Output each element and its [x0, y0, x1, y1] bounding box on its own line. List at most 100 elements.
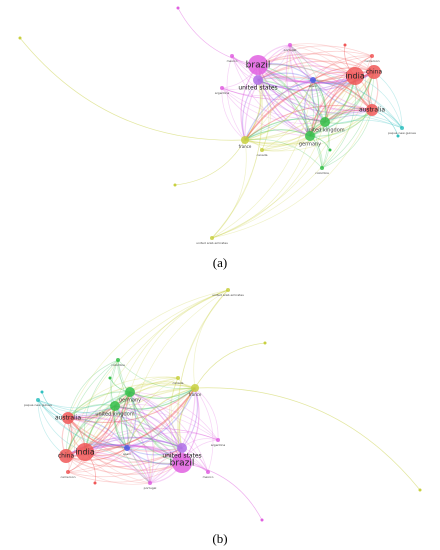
edge: [126, 431, 219, 449]
edge: [84, 377, 179, 453]
node-label: colombia: [111, 363, 125, 367]
node: [93, 481, 97, 485]
edge: [244, 129, 311, 141]
node-label: mexico: [203, 475, 214, 479]
node: [320, 117, 330, 127]
edge: [312, 79, 373, 111]
node: [263, 341, 267, 345]
node: [172, 453, 192, 473]
edge: [114, 405, 183, 449]
edge: [261, 75, 356, 151]
edge: [289, 44, 375, 74]
edge: [231, 55, 314, 83]
edge: [65, 391, 131, 457]
node-label: india: [345, 72, 365, 81]
edge: [176, 289, 229, 464]
edge: [257, 60, 375, 81]
edge: [67, 387, 196, 473]
node: [206, 470, 210, 474]
edge: [244, 75, 356, 141]
edge: [67, 417, 128, 449]
edge: [67, 414, 183, 449]
edge: [65, 454, 151, 484]
edge: [67, 391, 131, 419]
node: [328, 148, 332, 152]
node-label: colombia: [315, 171, 329, 175]
node-label: united kingdom: [95, 412, 134, 418]
edge: [244, 44, 291, 141]
node: [367, 65, 381, 79]
node: [62, 412, 74, 424]
node-label: united arab emirates: [212, 293, 244, 297]
edge: [67, 417, 128, 449]
edge: [244, 105, 373, 141]
edge: [67, 416, 183, 464]
edge: [211, 121, 326, 239]
node: [310, 77, 316, 83]
edge: [121, 391, 131, 449]
edge: [244, 121, 326, 144]
edge: [67, 382, 196, 419]
edge: [324, 71, 375, 123]
edge: [84, 387, 196, 453]
node: [248, 55, 268, 75]
node: [124, 445, 130, 451]
edge: [312, 55, 373, 81]
edge: [309, 109, 373, 137]
edge: [309, 71, 375, 137]
edge: [321, 75, 357, 169]
edge: [257, 64, 356, 84]
edge: [194, 387, 421, 491]
edge: [129, 391, 183, 449]
edge: [84, 444, 183, 464]
edge: [289, 44, 314, 81]
edge: [257, 75, 356, 91]
edge: [83, 359, 119, 453]
node: [230, 54, 234, 58]
node: [220, 86, 224, 90]
edge: [231, 55, 326, 123]
edge: [67, 447, 128, 473]
edge: [126, 447, 183, 456]
edge: [67, 408, 219, 441]
node-label: germany: [119, 398, 141, 404]
edge: [221, 79, 314, 97]
edge: [65, 455, 183, 475]
node-label: canada: [257, 153, 268, 157]
edge: [181, 387, 198, 449]
edge: [312, 79, 373, 111]
edge: [221, 87, 246, 141]
edge: [65, 391, 131, 457]
edge: [114, 289, 229, 407]
node-label: china: [58, 453, 75, 460]
edge: [289, 44, 326, 123]
edge: [231, 55, 356, 84]
node-label: france: [189, 392, 202, 397]
node: [305, 131, 315, 141]
edge: [257, 79, 326, 123]
node: [173, 183, 177, 187]
panel-label: (a): [213, 255, 227, 270]
node-label: papua new guinea: [24, 403, 52, 407]
edge: [65, 359, 119, 457]
node-label: papua new guinea: [388, 131, 416, 135]
edge: [226, 55, 246, 141]
edge: [67, 416, 183, 464]
node-label: cameroon: [61, 475, 76, 479]
network-a: brazil united states india china australia un…: [18, 6, 416, 245]
node: [418, 488, 422, 492]
edge: [126, 391, 137, 449]
node-label: canada: [173, 381, 184, 385]
edge: [129, 289, 229, 393]
edge: [126, 447, 151, 484]
edge: [261, 121, 326, 151]
edge: [257, 53, 375, 73]
node: [320, 166, 324, 170]
edge: [231, 55, 311, 137]
node-label: united kingdom: [305, 128, 344, 134]
edge: [117, 359, 183, 449]
edge: [37, 399, 116, 414]
node-label: argentina: [211, 443, 226, 447]
edge: [257, 63, 373, 111]
edge: [84, 444, 209, 473]
